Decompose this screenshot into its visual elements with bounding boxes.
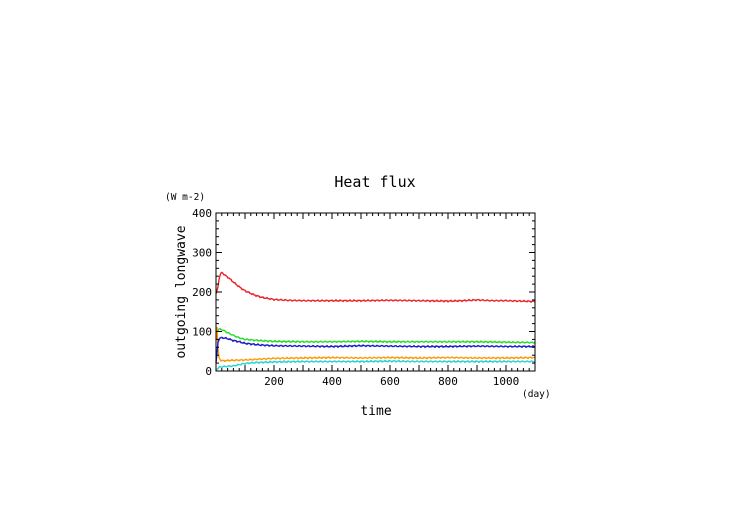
y-tick-label: 200 xyxy=(192,286,212,299)
y-tick-label: 300 xyxy=(192,247,212,260)
chart-title: Heat flux xyxy=(334,173,415,191)
series-line xyxy=(215,326,536,363)
x-axis-label: time xyxy=(360,404,391,419)
x-unit-label: (day) xyxy=(522,389,551,400)
y-unit-label: (W m-2) xyxy=(165,192,205,203)
y-tick-label: 400 xyxy=(192,207,212,220)
x-tick-label: 200 xyxy=(264,375,284,388)
x-tick-label: 400 xyxy=(322,375,342,388)
y-axis-label: outgoing longwave xyxy=(174,225,189,358)
series-line xyxy=(215,271,536,303)
series-layer xyxy=(215,271,536,371)
x-tick-label: 800 xyxy=(438,375,458,388)
series-line xyxy=(215,328,536,344)
x-tick-label: 600 xyxy=(380,375,400,388)
x-tick-label: 1000 xyxy=(493,375,520,388)
series-line xyxy=(215,359,536,371)
y-tick-label: 100 xyxy=(192,326,212,339)
series-line xyxy=(215,336,536,363)
plot-frame xyxy=(215,212,536,372)
y-tick-label: 0 xyxy=(205,365,212,378)
